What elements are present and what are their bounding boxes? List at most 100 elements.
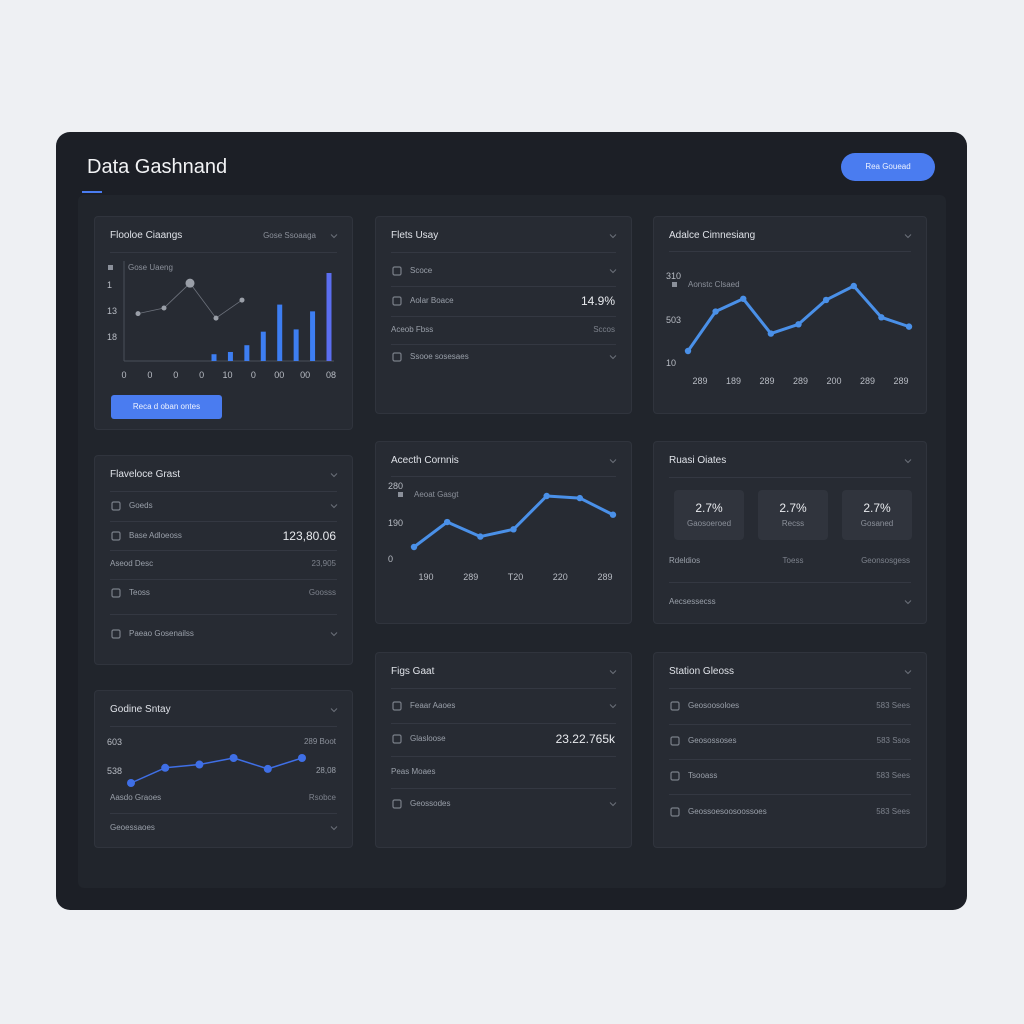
data-point [822, 296, 830, 304]
panel-graphics [392, 234, 617, 362]
panel-button[interactable]: Reca d oban ontes [111, 395, 222, 419]
data-line [686, 284, 910, 352]
row-label: Goeds [129, 501, 153, 510]
data-point [543, 492, 550, 500]
x-tick-label: 289 [692, 376, 708, 386]
x-tick-label: 200 [826, 376, 842, 386]
dot-line [137, 282, 243, 319]
legend-label: Aeoat Gasgt [414, 490, 459, 499]
legend-swatch [398, 492, 403, 497]
row-label: Paeao Gosenailss [129, 629, 194, 638]
x-tick-label: 289 [463, 572, 479, 582]
bar [227, 351, 233, 361]
row-divider [110, 521, 337, 522]
dot [213, 315, 219, 321]
data-point [576, 494, 584, 502]
row-label: Geossoesoosoossoes [688, 807, 767, 816]
data-line [130, 757, 303, 784]
stat-value: 2.7% [779, 501, 807, 515]
row-icon [392, 799, 402, 809]
stat-value: 2.7% [695, 501, 723, 515]
bar [293, 329, 299, 361]
row-divider [110, 614, 337, 615]
title-divider [391, 688, 616, 689]
chevron-icon [609, 704, 617, 709]
row-label: Aolar Boace [410, 296, 454, 305]
row-icon [392, 352, 402, 362]
x-tick-label: 10 [222, 370, 233, 380]
data-point [905, 323, 913, 330]
y-tick-label: 538 [107, 766, 123, 776]
row-label: Aasdo Graoes [110, 793, 162, 802]
row-divider [110, 813, 337, 814]
x-tick-label: 0 [173, 370, 179, 380]
row-label: Tsooass [688, 771, 718, 780]
panel-title: Adalce Cimnesiang [669, 230, 756, 241]
panel: Adalce Cimnesiang Aonstc Clsaed 310 503 10 28… [653, 216, 927, 414]
row-divider [391, 788, 616, 789]
data-point [443, 518, 451, 526]
data-point [850, 282, 857, 290]
dot [135, 311, 141, 317]
row-icon [392, 734, 402, 744]
x-tick-label: 289 [759, 376, 775, 386]
title-divider [669, 251, 911, 252]
panel-title: Flaveloce Grast [110, 469, 181, 480]
y-tick-label: 190 [388, 517, 404, 528]
data-point [767, 330, 775, 337]
row-label: Rdeldios [669, 556, 701, 565]
chevron-icon [330, 504, 338, 509]
data-point [878, 314, 885, 321]
chevron-icon [904, 459, 912, 464]
panel: Ruasi Oiates 2.7% Gaosoeroed 2.7% Recss 2.7% G… [653, 441, 927, 624]
legend-swatch [108, 265, 113, 270]
panel-graphics [127, 708, 338, 831]
panel-title: Acecth Cornnis [391, 455, 459, 466]
chevron-icon [330, 234, 338, 239]
data-point [740, 295, 747, 302]
header-button[interactable]: Rea Gouead [841, 153, 935, 181]
row-icon [670, 771, 680, 781]
panel-graphics [108, 234, 338, 362]
x-tick-label: 08 [325, 370, 336, 380]
dot [161, 305, 167, 311]
y-tick-label: 0 [388, 554, 394, 564]
row-value: 583 Ssos [876, 736, 910, 745]
row-divider [391, 286, 616, 287]
dot [185, 278, 195, 288]
row-label: Aceob Fbss [391, 325, 434, 334]
row-label: Feaar Aaoes [410, 701, 456, 710]
data-point [712, 308, 719, 315]
title-divider [391, 252, 616, 253]
row-label: Aseod Desc [110, 559, 154, 568]
row-divider [391, 756, 616, 757]
chevron-icon [904, 234, 912, 239]
panel: Figs Gaat Feaar Aaoes Glasloose 23.22.765k P… [375, 652, 632, 848]
panel-title: Flets Usay [391, 230, 439, 241]
panel-graphics [670, 670, 912, 817]
row-label: Geossodes [410, 799, 451, 808]
row-divider [669, 724, 911, 725]
y-tick-label: 280 [388, 481, 404, 491]
y-tick-label: 1 [107, 280, 113, 290]
chevron-icon [609, 802, 617, 807]
panel-button-label: Reca d oban ontes [132, 402, 201, 411]
row-label: Scoce [410, 266, 433, 275]
panel-graphics [398, 459, 617, 551]
row-middle: Toess [782, 556, 804, 565]
title-underline [82, 191, 102, 193]
bar [244, 345, 250, 361]
x-tick-label: 289 [597, 572, 613, 582]
row-value: 583 Sees [876, 807, 910, 816]
row-label: Geosossoses [688, 736, 737, 745]
y-tick-label: 10 [666, 358, 677, 368]
row-divider [391, 723, 616, 724]
row-divider [669, 794, 911, 795]
chevron-icon [609, 459, 617, 464]
row-divider [391, 316, 616, 317]
row-icon [670, 701, 680, 711]
x-tick-label: 220 [552, 572, 568, 582]
page-title: Data Gashnand [87, 156, 228, 178]
header-button-label: Rea Gouead [865, 162, 911, 171]
